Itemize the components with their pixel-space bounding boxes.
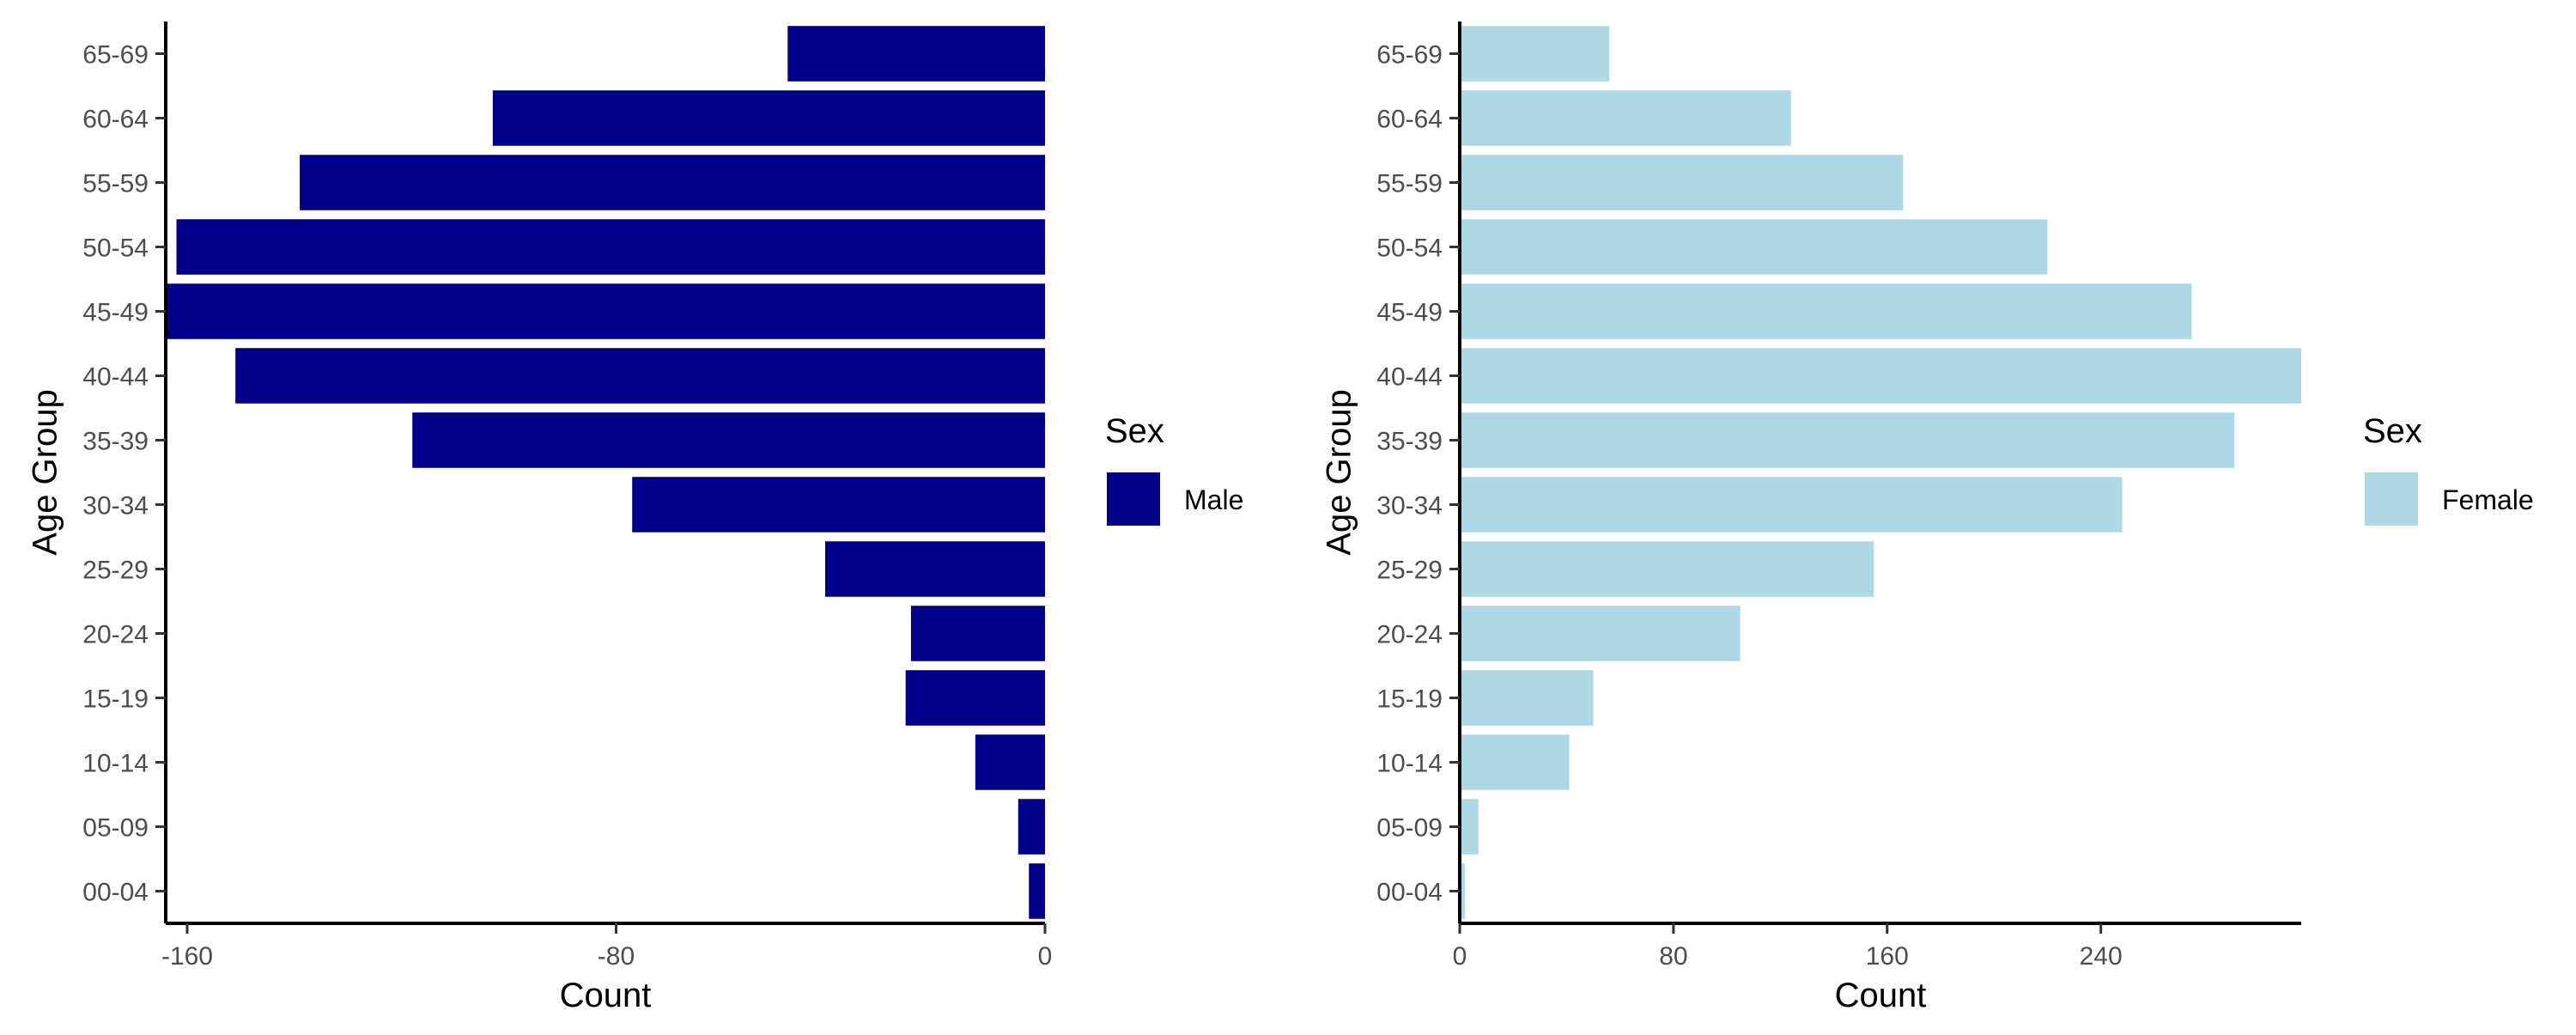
x-tick-label: 0 bbox=[1038, 942, 1053, 971]
y-tick-label: 35-39 bbox=[82, 428, 149, 456]
y-tick-label: 00-04 bbox=[1376, 879, 1443, 907]
y-tick-label: 20-24 bbox=[82, 621, 149, 649]
bar-male-10-14 bbox=[975, 734, 1045, 790]
y-tick-label: 55-59 bbox=[82, 170, 149, 198]
y-tick-label: 40-44 bbox=[82, 363, 149, 392]
x-tick-label: 160 bbox=[1866, 942, 1909, 971]
bar-male-40-44 bbox=[235, 348, 1045, 404]
x-tick-label: -160 bbox=[161, 942, 213, 971]
y-tick-label: 05-09 bbox=[82, 814, 149, 843]
bar-male-05-09 bbox=[1018, 799, 1045, 855]
x-tick-label: -80 bbox=[598, 942, 635, 971]
y-tick-label: 30-34 bbox=[1376, 492, 1443, 521]
bar-female-60-64 bbox=[1460, 90, 1791, 146]
y-tick-label: 30-34 bbox=[82, 492, 149, 521]
y-axis-title: Age Group bbox=[27, 389, 64, 555]
bar-female-20-24 bbox=[1460, 606, 1741, 661]
y-tick-label: 45-49 bbox=[82, 299, 149, 327]
y-tick-label: 10-14 bbox=[1376, 750, 1443, 778]
bar-male-50-54 bbox=[176, 219, 1046, 275]
y-tick-label: 65-69 bbox=[1376, 41, 1443, 70]
legend-swatch-female bbox=[2365, 472, 2418, 526]
panel-male bbox=[155, 21, 1160, 934]
bar-female-05-09 bbox=[1460, 799, 1479, 855]
bar-female-30-34 bbox=[1460, 477, 2123, 533]
legend-swatch-male bbox=[1107, 472, 1160, 526]
y-tick-label: 60-64 bbox=[82, 106, 149, 134]
y-tick-label: 05-09 bbox=[1376, 814, 1443, 843]
bar-male-35-39 bbox=[412, 412, 1046, 468]
x-tick-label: 80 bbox=[1659, 942, 1687, 971]
bar-female-65-69 bbox=[1460, 26, 1610, 82]
y-axis-title: Age Group bbox=[1321, 389, 1358, 555]
y-tick-label: 25-29 bbox=[82, 557, 149, 585]
x-tick-label: 0 bbox=[1453, 942, 1467, 971]
y-tick-label: 20-24 bbox=[1376, 621, 1443, 649]
y-tick-label: 55-59 bbox=[1376, 170, 1443, 198]
bar-female-10-14 bbox=[1460, 734, 1570, 790]
y-tick-label: 15-19 bbox=[1376, 685, 1443, 714]
y-tick-label: 50-54 bbox=[1376, 234, 1443, 263]
legend-label-female: Female bbox=[2442, 484, 2534, 515]
y-tick-label: 35-39 bbox=[1376, 428, 1443, 456]
bar-male-20-24 bbox=[910, 606, 1045, 661]
bar-female-40-44 bbox=[1460, 348, 2301, 404]
y-tick-label: 40-44 bbox=[1376, 363, 1443, 392]
bar-male-45-49 bbox=[166, 283, 1045, 339]
bar-female-45-49 bbox=[1460, 283, 2192, 339]
x-axis-title: Count bbox=[560, 977, 652, 1014]
bar-female-00-04 bbox=[1460, 863, 1466, 919]
legend-title: Sex bbox=[1105, 412, 1164, 450]
y-tick-label: 65-69 bbox=[82, 41, 149, 70]
bar-female-25-29 bbox=[1460, 541, 1874, 597]
y-tick-label: 10-14 bbox=[82, 750, 149, 778]
bar-female-55-59 bbox=[1460, 155, 1904, 210]
bar-female-35-39 bbox=[1460, 412, 2235, 468]
bar-female-15-19 bbox=[1460, 670, 1594, 726]
x-axis-title: Count bbox=[1835, 977, 1927, 1014]
y-tick-label: 15-19 bbox=[82, 685, 149, 714]
y-tick-label: 25-29 bbox=[1376, 557, 1443, 585]
bar-male-55-59 bbox=[300, 155, 1046, 210]
y-tick-label: 50-54 bbox=[82, 234, 149, 263]
bar-male-60-64 bbox=[492, 90, 1045, 146]
legend-title: Sex bbox=[2363, 412, 2422, 450]
x-tick-label: 240 bbox=[2080, 942, 2123, 971]
bar-male-15-19 bbox=[905, 670, 1045, 726]
y-tick-label: 45-49 bbox=[1376, 299, 1443, 327]
bar-male-65-69 bbox=[787, 26, 1045, 82]
bar-male-25-29 bbox=[825, 541, 1045, 597]
y-tick-label: 00-04 bbox=[82, 879, 149, 907]
panel-female bbox=[1449, 21, 2418, 934]
bar-male-30-34 bbox=[632, 477, 1045, 533]
y-tick-label: 60-64 bbox=[1376, 106, 1443, 134]
legend-label-male: Male bbox=[1184, 484, 1243, 515]
bar-female-50-54 bbox=[1460, 219, 2048, 275]
bar-male-00-04 bbox=[1029, 863, 1045, 919]
